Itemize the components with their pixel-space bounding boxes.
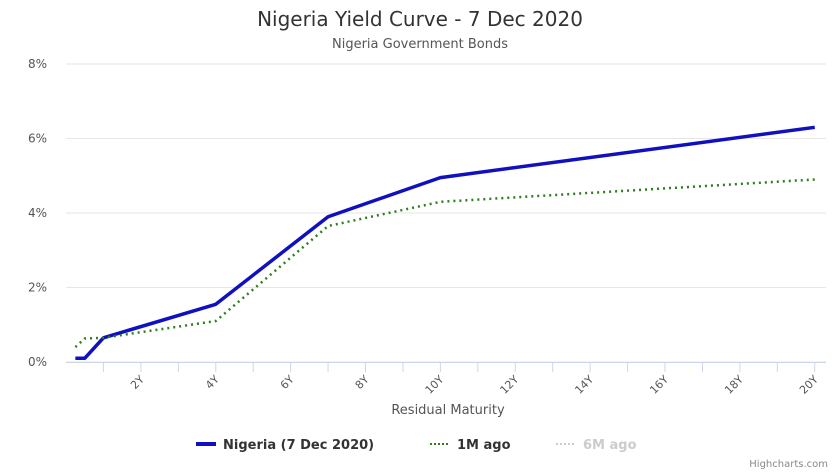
y-tick-label: 0% — [28, 355, 47, 369]
y-tick-label: 6% — [28, 132, 47, 146]
y-tick-label: 8% — [28, 57, 47, 71]
x-tick-label: 10Y — [423, 373, 447, 397]
chart-subtitle: Nigeria Government Bonds — [332, 37, 508, 52]
series-line-0[interactable] — [75, 125, 816, 361]
x-tick-label: 12Y — [498, 373, 522, 397]
y-tick-label: 4% — [28, 206, 47, 220]
x-tick-label: 16Y — [647, 373, 671, 397]
legend-item-0[interactable]: Nigeria (7 Dec 2020) — [196, 438, 374, 453]
x-axis-title: Residual Maturity — [391, 403, 505, 418]
y-tick-label: 2% — [28, 281, 47, 295]
legend-item-2[interactable]: 6M ago — [556, 438, 637, 453]
x-tick-label: 6Y — [278, 373, 297, 392]
chart-title: Nigeria Yield Curve - 7 Dec 2020 — [257, 7, 583, 31]
x-tick-label: 18Y — [722, 373, 746, 397]
x-tick-label: 8Y — [353, 373, 372, 392]
legend-label: 6M ago — [583, 438, 637, 453]
legend-item-1[interactable]: 1M ago — [430, 438, 511, 453]
x-tick-label: 14Y — [572, 373, 596, 397]
legend-label: 1M ago — [457, 438, 511, 453]
x-tick-label: 20Y — [797, 373, 821, 397]
x-tick-label: 2Y — [128, 373, 147, 392]
legend-label: Nigeria (7 Dec 2020) — [223, 438, 374, 453]
x-tick-label: 4Y — [203, 373, 222, 392]
credits-link[interactable]: Highcharts.com — [749, 459, 828, 470]
series-line-1[interactable] — [74, 178, 815, 349]
